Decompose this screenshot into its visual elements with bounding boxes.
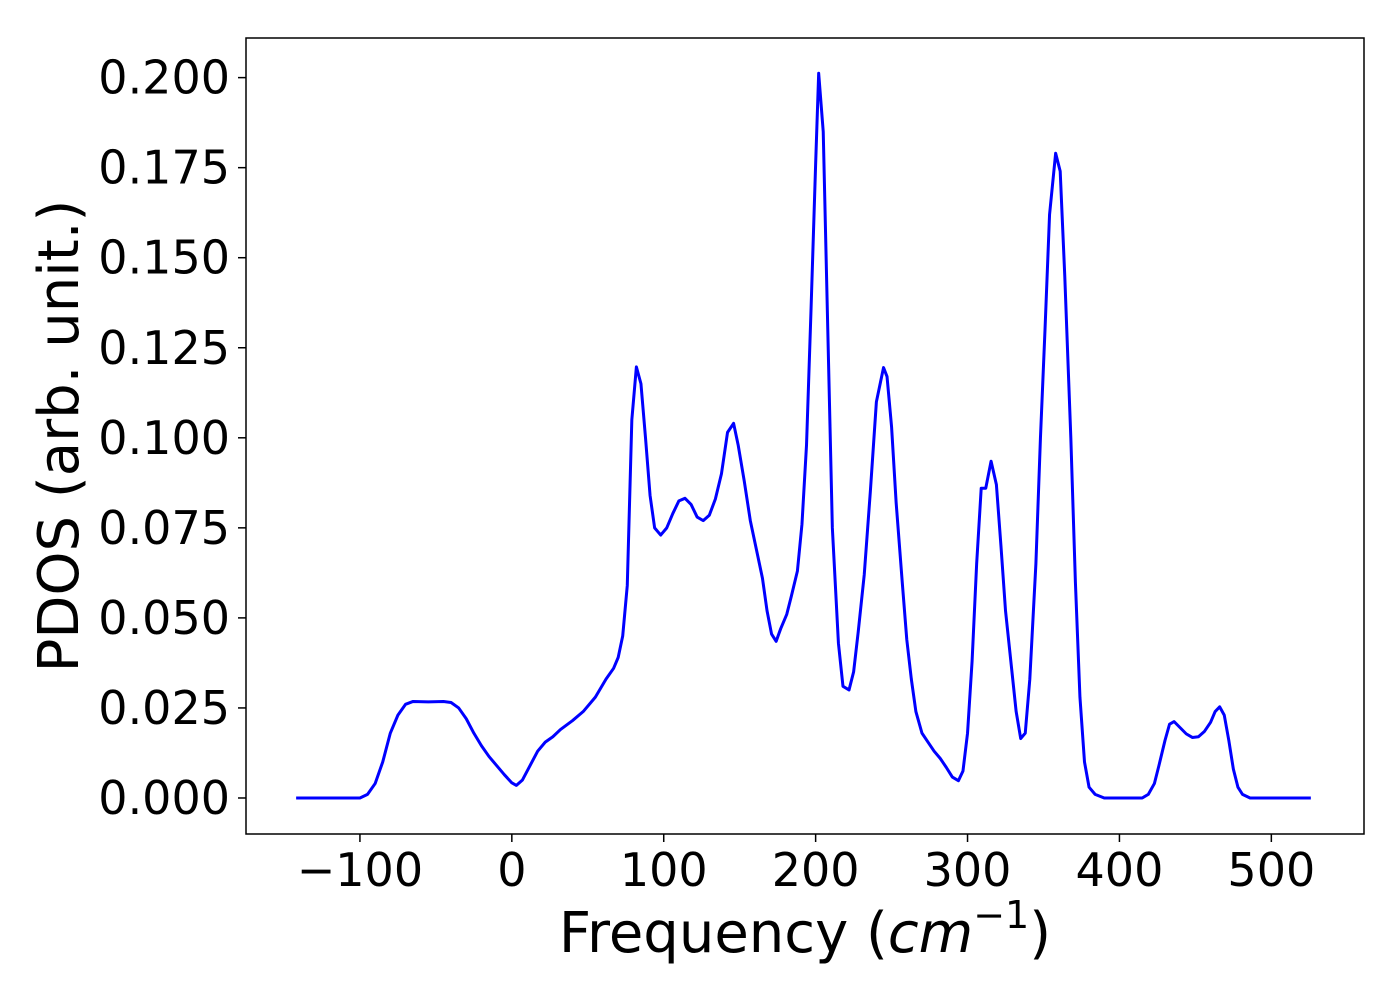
y-tick-label: 0.150 [98,231,230,285]
x-tick-label: 300 [924,843,1012,897]
x-label-exponent: −1 [973,893,1029,937]
x-tick-label: 100 [620,843,708,897]
x-tick-label: −100 [297,843,423,897]
y-tick-label: 0.050 [98,591,230,645]
y-tick-label: 0.000 [98,771,230,825]
y-tick-label: 0.025 [98,681,230,735]
plot-frame [245,37,1365,835]
y-tick-label: 0.125 [98,321,230,375]
x-tick-label: 500 [1227,843,1315,897]
y-tick-label: 0.175 [98,141,230,195]
x-label-close: ) [1029,901,1051,966]
y-tick-label: 0.200 [98,51,230,105]
y-tick-label: 0.100 [98,411,230,465]
x-label-unit: cm [888,901,973,966]
x-label-text: Frequency ( [559,901,888,966]
x-tick-label: 200 [772,843,860,897]
x-axis-label: Frequency (cm−1) [559,893,1051,966]
y-tick-label: 0.075 [98,501,230,555]
x-tick-label: 0 [497,843,526,897]
data-line [296,71,1311,800]
y-axis-label: PDOS (arb. unit.) [27,200,92,673]
x-tick-label: 400 [1076,843,1164,897]
